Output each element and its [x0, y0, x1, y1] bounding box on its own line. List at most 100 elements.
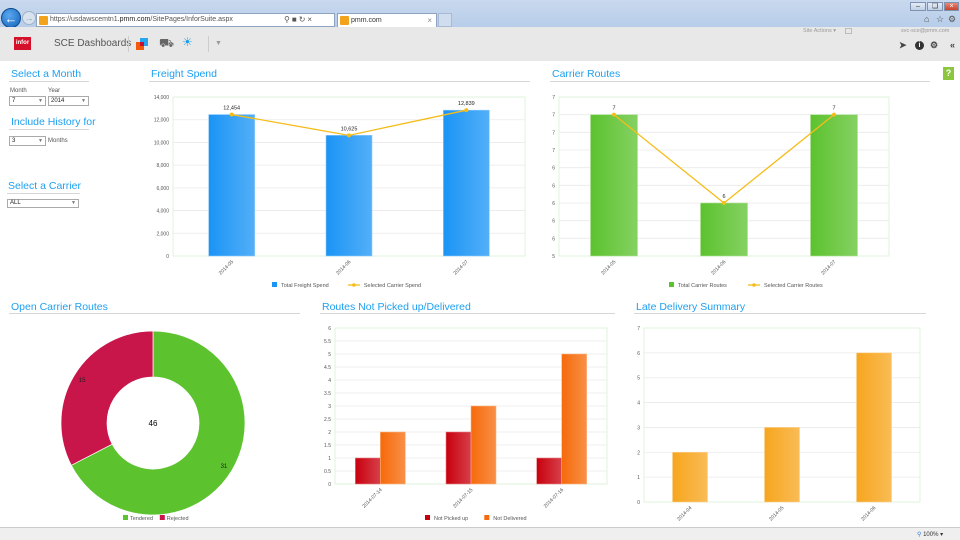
divider [149, 81, 530, 82]
y-tick-label: 6 [328, 326, 331, 332]
legend-label: Total Freight Spend [281, 283, 329, 289]
divider [634, 313, 926, 314]
app-title[interactable]: SCE Dashboards [54, 38, 132, 49]
browser-tab[interactable]: pmm.com × [337, 13, 437, 27]
freight-spend-title: Freight Spend [151, 68, 217, 80]
app-toolbar [0, 27, 960, 61]
new-tab-button[interactable] [438, 13, 452, 27]
x-tick-label: 2014-05 [218, 259, 235, 276]
history-select[interactable]: 3 ▼ [9, 136, 46, 146]
status-bar: ⚲ 100% ▾ [0, 527, 960, 540]
user-menu[interactable]: svc-sce@pmm.com [901, 28, 949, 34]
legend-marker [352, 283, 356, 287]
slice-label: 31 [221, 464, 228, 470]
legend-swatch [159, 515, 165, 520]
zoom-level[interactable]: ⚲ 100% ▾ [917, 532, 944, 538]
y-tick-label: 14,000 [154, 95, 170, 101]
share-icon[interactable]: ➤ [899, 40, 907, 50]
bar [672, 451, 708, 503]
y-tick-label: 10,000 [154, 140, 170, 146]
zoom-value: 100% [923, 532, 939, 538]
bar [470, 405, 497, 485]
divider [128, 36, 129, 52]
line-point [832, 112, 836, 117]
y-tick-label: 6 [637, 351, 640, 357]
year-select[interactable]: 2014 ▼ [48, 96, 89, 106]
infor-logo[interactable]: infor [14, 37, 31, 50]
x-tick-label: 2014-07-14 [361, 487, 383, 509]
x-tick-label: 2014-05 [768, 505, 785, 522]
legend-label: Not Delivered [493, 516, 526, 522]
address-bar[interactable]: https://usdawscemtn1.pmm.com/SitePages/I… [36, 13, 335, 27]
divider [7, 193, 80, 194]
donut-slice-tendered [70, 330, 246, 516]
dashboard-app-icon[interactable] [136, 38, 148, 50]
carrier-value: ALL [10, 200, 21, 206]
y-tick-label: 1.5 [324, 443, 331, 449]
home-icon[interactable]: ⌂ [924, 14, 930, 24]
y-tick-label: 7 [552, 113, 555, 119]
chevron-down-icon: ▼ [81, 98, 86, 104]
slice-label: 15 [79, 378, 86, 384]
y-tick-label: 6 [552, 201, 555, 207]
freight-chart: 0 2,000 4,000 6,000 8,000 10,000 12,000 14,000 2… [154, 95, 526, 289]
tab-close-icon[interactable]: × [427, 16, 432, 25]
legend-swatch [669, 282, 674, 287]
x-tick-label: 2014-07-15 [452, 487, 474, 509]
y-tick-label: 4 [328, 378, 331, 384]
lightbulb-icon[interactable]: ☀ [182, 35, 193, 49]
x-tick-label: 2014-06 [710, 259, 727, 276]
y-tick-label: 2.5 [324, 417, 331, 423]
chevron-down-icon[interactable]: ▼ [215, 40, 222, 47]
line-point [612, 112, 616, 117]
tab-title: pmm.com [351, 17, 382, 24]
legend-label: Rejected [167, 516, 189, 522]
y-tick-label: 2 [637, 450, 640, 456]
tools-gear-icon[interactable]: ⚙ [948, 14, 957, 24]
help-icon[interactable]: ? [943, 67, 954, 80]
bar [536, 457, 562, 485]
data-label: 12,839 [458, 101, 475, 107]
y-tick-label: 6 [552, 166, 555, 172]
bar [856, 352, 892, 503]
data-label: 10,625 [341, 126, 358, 132]
collapse-icon[interactable]: « [950, 40, 956, 50]
y-tick-label: 3 [637, 425, 640, 431]
carrier-select[interactable]: ALL ▼ [7, 199, 79, 208]
legend-label: Total Carrier Routes [678, 283, 727, 289]
y-tick-label: 8,000 [156, 163, 169, 169]
y-tick-label: 6,000 [156, 186, 169, 192]
favorites-star-icon[interactable]: ☆ [936, 14, 945, 24]
y-tick-label: 0 [328, 482, 331, 488]
refresh-icon[interactable]: ↻ [298, 15, 308, 24]
month-select[interactable]: 7 ▼ [9, 96, 46, 106]
history-value: 3 [12, 138, 16, 144]
bar [355, 457, 381, 485]
legend-swatch [272, 282, 277, 287]
close-icon[interactable]: × [307, 15, 315, 24]
y-tick-label: 3.5 [324, 391, 331, 397]
legend-label: Selected Carrier Routes [764, 283, 823, 289]
carrier-routes-title: Carrier Routes [552, 68, 621, 80]
restore-button[interactable]: ❏ [927, 2, 943, 11]
window-close-button[interactable]: × [944, 2, 959, 11]
calendar-icon[interactable] [845, 28, 852, 34]
y-tick-label: 2,000 [156, 231, 169, 237]
site-actions-menu[interactable]: Site Actions ▾ [803, 28, 837, 34]
y-tick-label: 4 [637, 401, 640, 407]
open-carrier-routes-title: Open Carrier Routes [11, 301, 108, 313]
forward-button[interactable]: → [22, 11, 36, 25]
routes-not-picked-title: Routes Not Picked up/Delivered [322, 301, 471, 313]
y-tick-label: 7 [552, 95, 555, 101]
address-bar-icons[interactable]: ⚲■↻× [284, 13, 314, 26]
minimize-button[interactable]: – [910, 2, 926, 11]
forklift-icon[interactable]: ⛟ [159, 36, 175, 50]
data-label: 7 [832, 106, 835, 112]
settings-gear-icon[interactable]: ⚙ [930, 40, 939, 50]
info-icon[interactable]: i [915, 41, 924, 50]
search-icon[interactable]: ⚲ [284, 15, 292, 24]
x-tick-label: 2014-07-16 [543, 487, 565, 509]
legend-swatch [123, 515, 128, 520]
y-tick-label: 6 [552, 219, 555, 225]
bar [325, 135, 373, 257]
